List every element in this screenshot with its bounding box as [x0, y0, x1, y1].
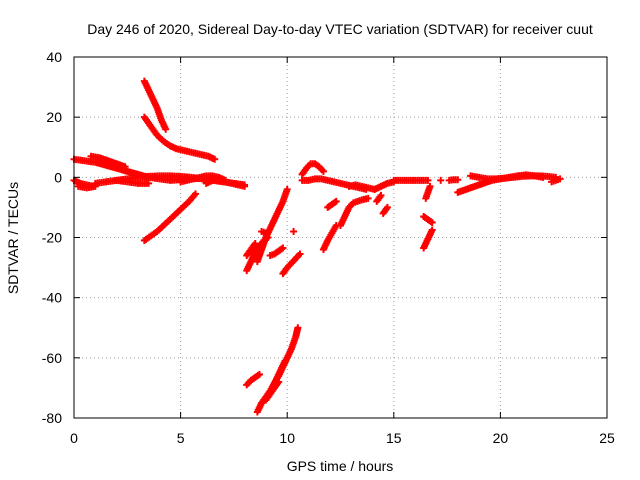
data-point: [332, 197, 340, 205]
plot-frame: [73, 56, 608, 419]
series-arc03: [74, 182, 99, 192]
axis-ticks: [73, 56, 608, 419]
series-arc35: [420, 226, 436, 252]
series-arc11: [202, 176, 249, 190]
data-point: [454, 176, 462, 184]
series-arc09: [140, 190, 200, 245]
data-point: [556, 175, 564, 183]
data-point: [275, 378, 283, 386]
series-arc17: [258, 227, 270, 237]
data-point: [383, 203, 391, 211]
data-point: [283, 185, 291, 193]
series-arc22: [262, 378, 283, 404]
data-point: [428, 226, 436, 234]
x-tick-label: 0: [70, 430, 78, 446]
y-tick-label: -60: [42, 350, 62, 366]
data-point: [281, 357, 289, 365]
data-point: [241, 182, 249, 190]
x-tick-label: 5: [177, 430, 185, 446]
series-arc26: [324, 197, 340, 211]
data-point: [437, 176, 445, 184]
data-point: [251, 240, 259, 248]
data-point: [296, 250, 304, 258]
series-arc13: [243, 240, 259, 260]
y-axis-label: SDTVAR / TECUs: [5, 182, 21, 294]
series-arc40: [548, 175, 564, 186]
series-arc32: [390, 176, 432, 184]
y-tick-label: 0: [54, 169, 62, 185]
x-tick-label: 15: [386, 430, 402, 446]
data-point: [192, 190, 200, 198]
series-arc33: [422, 182, 434, 202]
x-tick-label: 25: [599, 430, 615, 446]
data-point: [428, 218, 436, 226]
series-arc36: [437, 176, 445, 184]
x-tick-label: 10: [279, 430, 295, 446]
tick-labels: 0 5 10 15 20 25 -80 -60 -40 -20 0 20 40: [42, 49, 615, 446]
y-tick-label: -40: [42, 290, 62, 306]
x-tick-label: 20: [493, 430, 509, 446]
data-point: [279, 244, 287, 252]
data-points: [70, 77, 564, 416]
data-point: [364, 194, 372, 202]
series-arc14: [253, 185, 291, 266]
data-point: [255, 370, 263, 378]
series-arc16: [279, 250, 304, 278]
data-point: [211, 155, 219, 163]
series-arc25: [319, 221, 340, 254]
series-arc06: [113, 176, 153, 187]
series-arc29: [371, 178, 398, 193]
series-arc34: [420, 212, 436, 226]
series-arc19: [243, 370, 263, 389]
series-arc18: [290, 227, 298, 235]
data-point: [294, 324, 302, 332]
data-point: [262, 229, 270, 237]
series-arc27: [337, 194, 372, 229]
y-tick-label: -20: [42, 230, 62, 246]
series-arc37: [445, 176, 462, 184]
x-axis-label: GPS time / hours: [287, 458, 394, 474]
data-point: [426, 182, 434, 190]
grid-lines: [74, 57, 607, 418]
data-point: [162, 125, 170, 133]
y-tick-label: 40: [46, 49, 62, 65]
y-tick-label: 20: [46, 109, 62, 125]
series-arc31: [379, 203, 391, 217]
y-tick-label: -80: [42, 410, 62, 426]
data-point: [121, 163, 129, 171]
series-arc08: [140, 113, 219, 163]
data-point: [377, 191, 385, 199]
data-point: [145, 179, 153, 187]
series-arc30: [373, 191, 385, 205]
data-point: [290, 227, 298, 235]
series-arc23: [298, 160, 327, 178]
data-point: [424, 176, 432, 184]
series-arc07: [140, 77, 170, 133]
chart-title: Day 246 of 2020, Sidereal Day-to-day VTE…: [87, 21, 593, 37]
series-arc04: [87, 152, 129, 171]
data-point: [319, 167, 327, 175]
series-arc15: [266, 244, 287, 260]
